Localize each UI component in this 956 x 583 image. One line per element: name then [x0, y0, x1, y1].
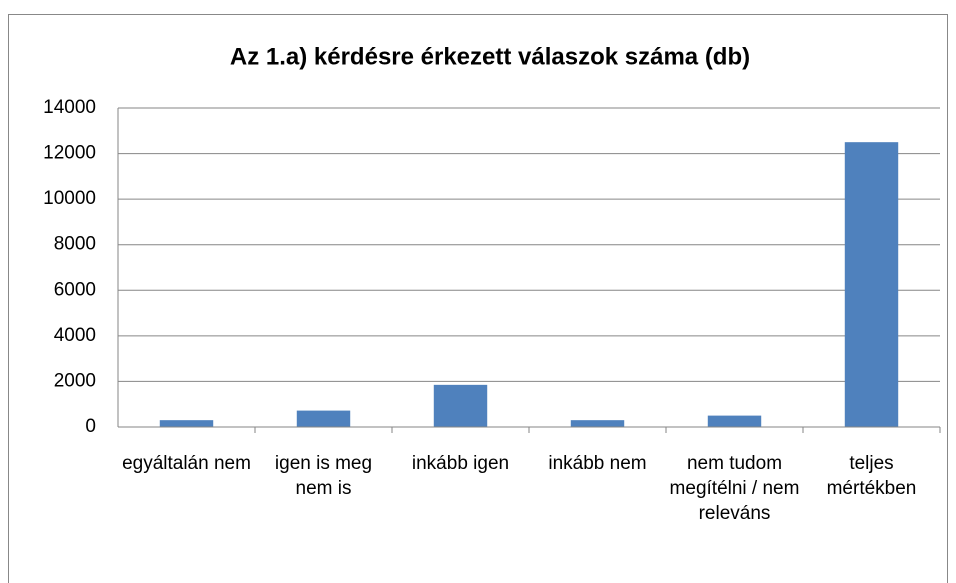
bar [296, 410, 351, 427]
x-tick-label-box: inkább nem [548, 453, 647, 474]
y-tick-label: 14000 [43, 97, 96, 118]
x-tick-label: nem tudom megítélni / nem releváns [669, 453, 800, 524]
y-tick-label: 12000 [43, 143, 96, 164]
bar [159, 420, 214, 427]
chart-title: Az 1.a) kérdésre érkezett válaszok száma… [230, 43, 750, 70]
x-tick-label-box: inkább igen [411, 453, 510, 474]
y-tick-label: 4000 [54, 325, 96, 346]
y-tick-label: 10000 [43, 188, 96, 209]
x-tick-label-box: nem tudom megítélni / nem releváns [669, 453, 800, 524]
bar [433, 384, 488, 427]
x-tick-label-box: egyáltalán nem [122, 453, 251, 474]
bar [707, 415, 762, 427]
x-tick-label: inkább nem [548, 453, 647, 474]
y-tick-label: 8000 [54, 234, 96, 255]
y-tick-label: 2000 [54, 370, 96, 391]
x-tick-label: teljes mértékben [826, 453, 917, 499]
bar [844, 142, 899, 427]
x-tick-label-box: igen is meg nem is [274, 453, 373, 499]
x-tick-label: igen is meg nem is [274, 453, 373, 499]
y-tick-label: 0 [85, 416, 96, 437]
x-tick-label-box: teljes mértékben [826, 453, 917, 499]
x-tick-label: inkább igen [411, 453, 510, 474]
y-tick-label: 6000 [54, 279, 96, 300]
bar [570, 420, 625, 427]
x-tick-label: egyáltalán nem [122, 453, 251, 474]
chart-border [8, 14, 948, 583]
